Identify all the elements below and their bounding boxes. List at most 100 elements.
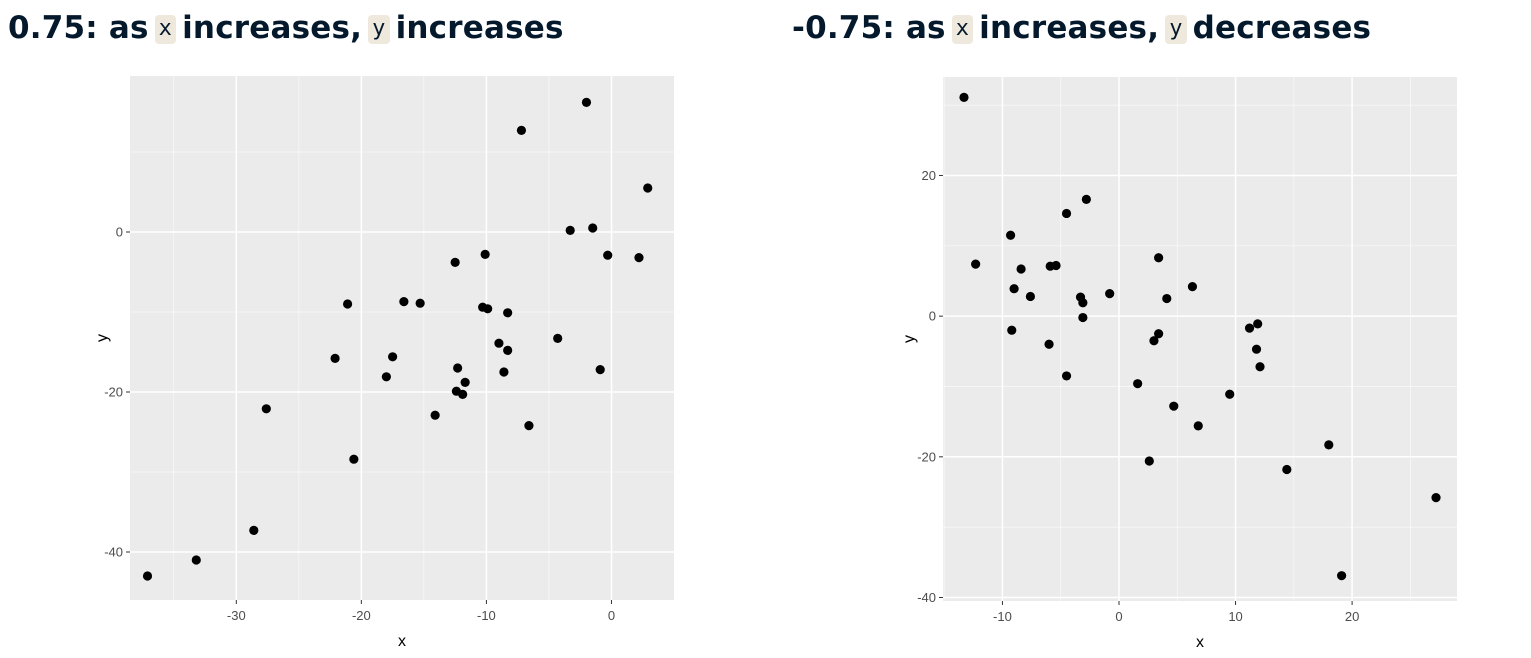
data-point — [588, 223, 598, 233]
data-point — [503, 308, 513, 318]
data-point — [381, 372, 391, 382]
data-point — [1154, 253, 1164, 263]
data-point — [1282, 464, 1292, 475]
data-point — [1225, 389, 1235, 399]
data-point — [1324, 440, 1334, 450]
data-point — [1337, 571, 1347, 581]
data-point — [349, 454, 359, 464]
data-point — [1144, 456, 1154, 466]
data-point — [643, 183, 653, 193]
data-point — [1149, 336, 1159, 346]
data-point — [503, 345, 513, 355]
data-point — [1007, 325, 1017, 335]
heading-prefix: -0.75: as — [792, 10, 946, 46]
data-point — [1044, 339, 1054, 349]
y-axis-title: y — [94, 334, 111, 342]
data-point — [1253, 319, 1263, 329]
x-tick-label: 20 — [1345, 609, 1359, 624]
data-point — [581, 97, 592, 107]
code-badge-y: y — [1165, 15, 1187, 44]
heading-suffix: increases — [395, 10, 564, 46]
data-point — [1187, 282, 1198, 292]
data-point — [249, 525, 259, 536]
data-point — [1193, 421, 1203, 431]
data-point — [1081, 194, 1091, 204]
data-point — [1016, 264, 1026, 274]
x-tick-label: 0 — [1115, 609, 1122, 624]
data-point — [971, 259, 981, 269]
x-tick-label: 10 — [1228, 609, 1242, 624]
x-axis-title: x — [1196, 634, 1204, 651]
y-tick-label: 0 — [116, 225, 123, 240]
heading-middle: increases, — [182, 10, 363, 46]
data-point — [1162, 293, 1172, 304]
y-tick-label: -20 — [917, 449, 936, 464]
scatter-plot: -10 0 10 20 -40 -20 0 20 x y — [901, 77, 1457, 651]
data-point — [595, 365, 605, 375]
right-chart-panel: -0.75: as x increases, y decreases -10 0 10 20-… — [780, 0, 1531, 658]
code-badge-x: x — [951, 15, 974, 44]
data-point — [1154, 329, 1164, 339]
data-point — [1006, 230, 1016, 240]
y-axis-title: y — [901, 335, 918, 343]
data-point — [142, 571, 153, 581]
data-point — [399, 297, 409, 307]
code-badge-y: y — [368, 15, 390, 44]
y-tick-label: -20 — [104, 385, 123, 400]
data-point — [415, 298, 425, 308]
data-point — [1169, 401, 1179, 411]
data-point — [1009, 284, 1019, 294]
x-tick-label: -20 — [352, 608, 371, 623]
x-tick-label: -10 — [993, 609, 1012, 624]
data-point — [1061, 371, 1072, 381]
x-tick-label: -30 — [227, 608, 246, 623]
y-tick-label: -40 — [917, 590, 936, 605]
x-tick-label: 0 — [608, 608, 615, 623]
data-point — [483, 304, 493, 314]
data-point — [1078, 312, 1088, 323]
data-point — [634, 253, 644, 263]
plot-background — [130, 76, 674, 600]
heading-prefix: 0.75: as — [8, 10, 149, 46]
data-point — [553, 333, 563, 343]
data-point — [1251, 344, 1262, 354]
data-point — [1244, 323, 1255, 333]
data-point — [261, 404, 271, 414]
data-point — [450, 257, 460, 267]
y-tick-label: 20 — [922, 168, 936, 183]
data-point — [1105, 289, 1115, 299]
data-point — [330, 353, 340, 363]
data-point — [458, 389, 468, 399]
data-point — [1025, 291, 1036, 302]
data-point — [516, 125, 527, 135]
data-point — [343, 299, 353, 309]
data-point — [430, 410, 440, 420]
data-point — [603, 250, 613, 260]
data-point — [494, 338, 504, 348]
plot-background — [943, 77, 1457, 601]
data-point — [1255, 362, 1265, 372]
data-point — [1051, 260, 1061, 271]
data-point — [524, 421, 534, 431]
chart-heading: -0.75: as x increases, y decreases — [792, 10, 1371, 46]
y-tick-label: -40 — [104, 545, 123, 560]
data-point — [388, 352, 398, 362]
code-badge-x: x — [154, 15, 177, 44]
y-tick-label: 0 — [929, 309, 936, 324]
data-point — [480, 249, 490, 259]
data-point — [460, 377, 470, 387]
chart-heading: 0.75: as x increases, y increases — [8, 10, 564, 46]
heading-suffix: decreases — [1192, 10, 1372, 46]
left-chart-panel: 0.75: as x increases, y increases -30 -20 -10 0… — [0, 0, 740, 658]
data-point — [565, 225, 575, 235]
data-point — [1133, 379, 1143, 389]
data-point — [191, 555, 201, 565]
x-axis-title: x — [398, 633, 406, 650]
x-tick-label: -10 — [477, 608, 496, 623]
data-point — [1061, 208, 1072, 219]
data-point — [959, 92, 969, 102]
scatter-plot: -30 -20 -10 0 -40 -20 0 x y — [94, 76, 674, 650]
data-point — [453, 363, 463, 373]
data-point — [499, 367, 509, 377]
heading-middle: increases, — [979, 10, 1160, 46]
